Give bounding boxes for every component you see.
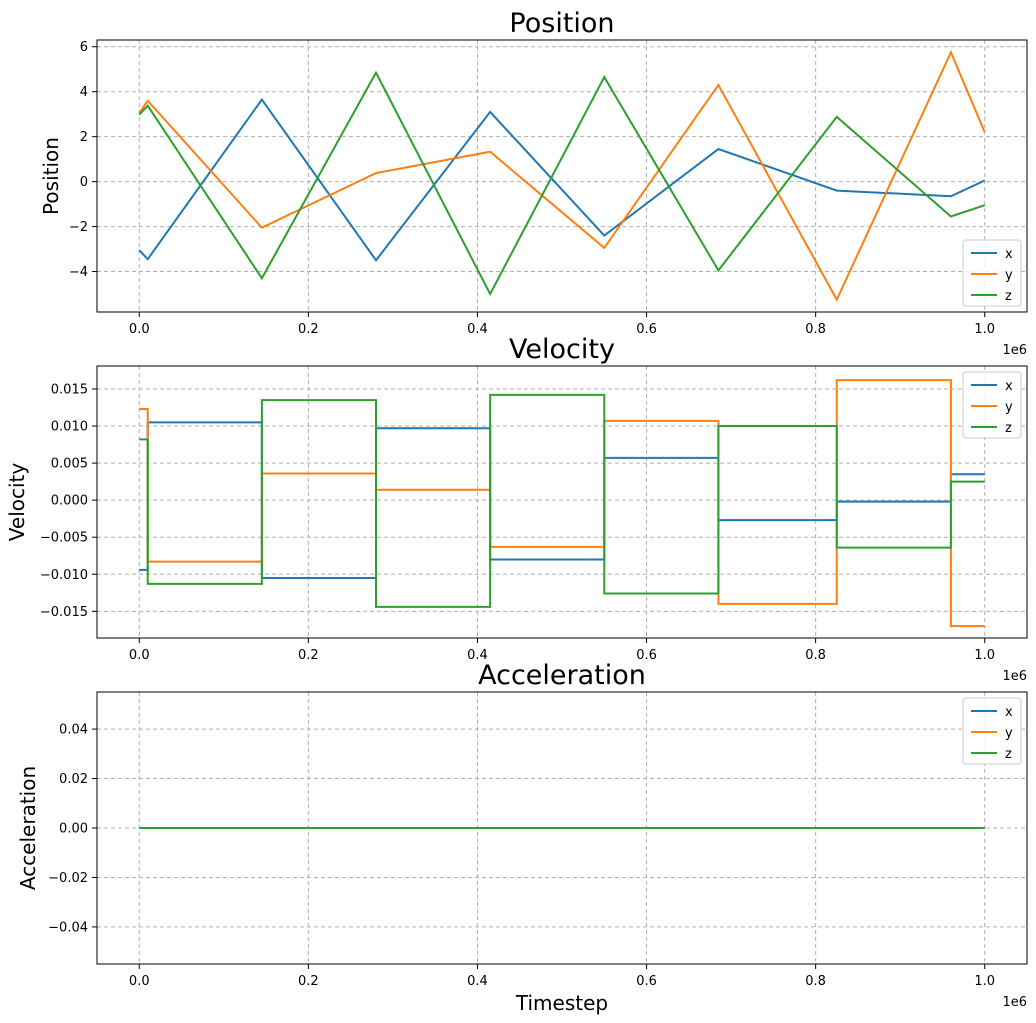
y-tick-label: −0.015 [40,605,88,620]
series-line-x [138,97,986,262]
x-tick-label: 1.0 [974,974,995,989]
x-tick-label: 0.2 [298,322,319,337]
x-tick-label: 0.4 [467,974,488,989]
x-tick-label: 0.6 [636,974,657,989]
y-tick-label: 0 [80,175,88,190]
y-tick-label: −2 [69,220,88,235]
y-tick-label: 4 [80,85,88,100]
legend-label: y [1005,726,1013,741]
y-tick-label: 0.000 [51,494,88,509]
y-tick-label: 2 [80,130,88,145]
legend-label: z [1005,421,1012,436]
x-tick-label: 0.2 [298,974,319,989]
legend-label: x [1005,705,1013,720]
x-offset-label: 1e6 [1002,343,1027,358]
x-tick-label: 0.0 [129,322,150,337]
series-line-z [139,393,985,608]
axes-frame [96,365,1028,639]
subplot-1: 0.0 0.2 0.4 0.6 0.8 1.0 −4 −2 0 2 4 6 1e6 Position Pos… [39,8,1028,358]
x-tick-label: 0.8 [805,322,826,337]
y-tick-label: 0.00 [59,822,88,837]
y-tick-label: −0.005 [40,531,88,546]
y-tick-label: −0.04 [48,920,88,935]
x-tick-label: 0.0 [129,974,150,989]
legend-label: x [1005,247,1013,262]
y-tick-label: 0.005 [51,457,88,472]
y-tick-label: 6 [80,40,88,55]
y-tick-label: 0.04 [59,723,88,738]
x-tick-label: 0.2 [298,648,319,663]
legend-label: z [1005,747,1012,762]
legend-label: x [1005,379,1013,394]
legend: xyz [962,371,1022,439]
axes-frame [96,39,1028,313]
legend-label: z [1005,289,1012,304]
chart-title: Acceleration [478,660,646,691]
y-tick-label: 0.015 [51,382,88,397]
x-tick-label: 0.8 [805,648,826,663]
legend: xyz [962,239,1022,307]
y-tick-label: 0.010 [51,420,88,435]
subplot-3: 0.0 0.2 0.4 0.6 0.8 1.0 −0.04 −0.02 0.00 0.02 0.04… [16,660,1028,1015]
x-offset-label: 1e6 [1002,995,1027,1010]
series-line-x [139,421,985,579]
x-tick-label: 0.6 [636,322,657,337]
y-tick-label: −0.010 [40,568,88,583]
x-tick-label: 1.0 [974,648,995,663]
legend-label: y [1005,268,1013,283]
series-line-y [138,49,986,302]
x-tick-label: 0.4 [467,322,488,337]
series-line-z [138,70,986,297]
x-tick-label: 0.6 [636,648,657,663]
subplot-2: 0.0 0.2 0.4 0.6 0.8 1.0 −0.015 −0.010 −0.005 0.00… [5,334,1028,684]
y-tick-label: −4 [69,265,88,280]
x-tick-label: 0.8 [805,974,826,989]
chart-title: Velocity [509,334,615,365]
x-tick-label: 0.4 [467,648,488,663]
x-tick-label: 0.0 [129,648,150,663]
y-axis-label: Velocity [5,463,29,542]
legend: xyz [962,697,1022,765]
y-axis-label: Position [39,137,63,215]
chart-title: Position [509,8,614,39]
legend-label: y [1005,400,1013,415]
x-tick-label: 1.0 [974,322,995,337]
x-axis-label: Timestep [515,991,608,1015]
y-axis-label: Acceleration [16,766,40,890]
y-tick-label: 0.02 [59,772,88,787]
x-offset-label: 1e6 [1002,669,1027,684]
y-tick-label: −0.02 [48,871,88,886]
series-line-y [139,379,985,628]
